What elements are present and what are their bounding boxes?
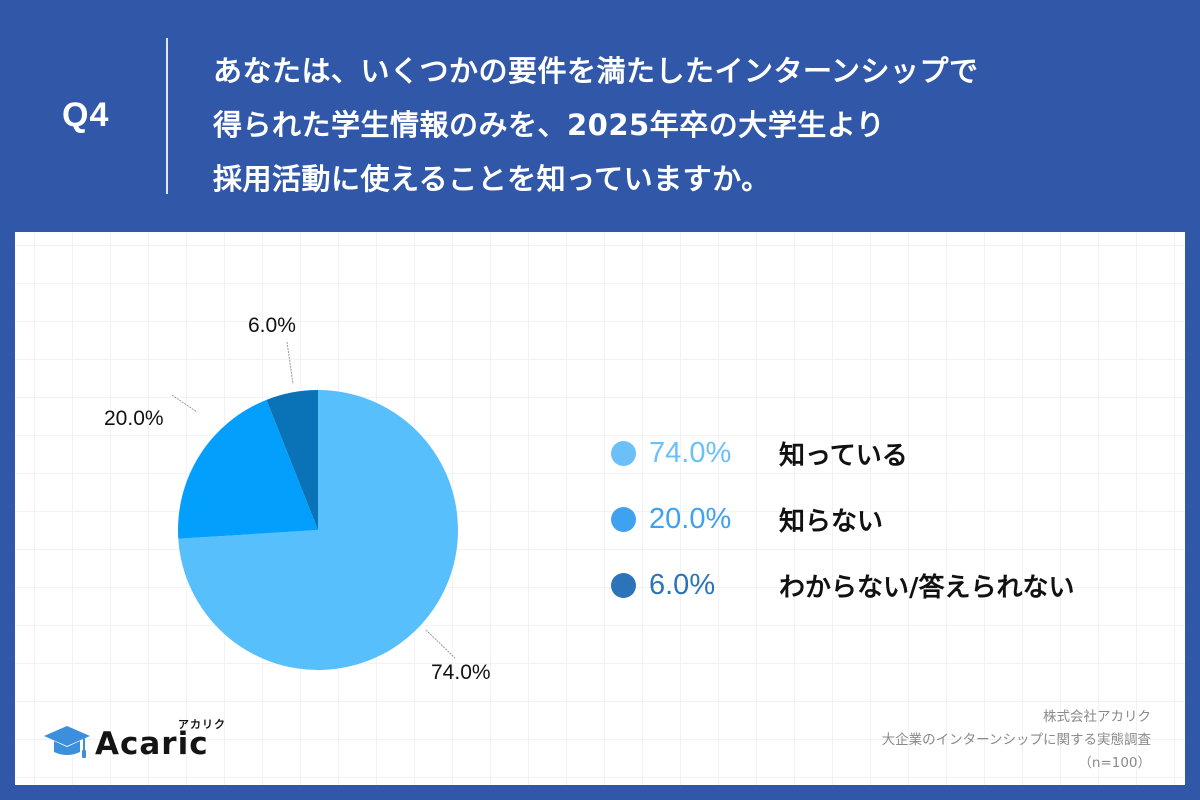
legend-dot-icon [611, 440, 636, 466]
legend-pct: 20.0% [649, 502, 732, 535]
pie-label-know: 74.0% [431, 661, 491, 684]
graduation-cap-icon [44, 726, 90, 758]
question-line: 採用活動に使えることを知っていますか。 [213, 162, 771, 196]
legend-item-know: 74.0% 知っている [611, 420, 1075, 486]
legend-label: 知っている [779, 440, 908, 471]
pie-slice-unsure [266, 390, 318, 530]
source-company: 株式会社アカリク [1043, 709, 1151, 725]
leader-line-unsure [286, 341, 294, 385]
acaric-logo: アカリク Acaric [43, 716, 233, 766]
logo-kana: アカリク [178, 718, 226, 731]
question-number: Q4 [62, 96, 110, 134]
legend-item-dont-know: 20.0% 知らない [611, 486, 1075, 552]
legend-dot-icon [611, 506, 636, 532]
pie-label-dont-know: 20.0% [104, 407, 164, 430]
legend-label: 知らない [779, 506, 884, 537]
legend-item-unsure: 6.0% わからない/答えられない [611, 552, 1075, 618]
legend-pct: 74.0% [649, 436, 732, 469]
chart-panel: 6.0% 20.0% 74.0% 74.0% 知っている 20.0% 知らない … [15, 232, 1185, 785]
source-survey: 大企業のインターンシップに関する実態調査 [881, 732, 1151, 748]
leader-line-know [425, 629, 456, 659]
legend-label: わからない/答えられない [779, 572, 1075, 603]
source-sample: （n=100） [1078, 755, 1151, 771]
legend-dot-icon [611, 572, 636, 598]
pie-slice-dont-know [178, 399, 318, 539]
question-text: あなたは、いくつかの要件を満たしたインターンシップで 得られた学生情報のみを、2… [213, 44, 1173, 206]
legend-pct: 6.0% [649, 568, 716, 601]
source-note: 株式会社アカリク 大企業のインターンシップに関する実態調査 （n=100） [882, 706, 1151, 775]
pie-label-unsure: 6.0% [248, 314, 296, 337]
question-line: あなたは、いくつかの要件を満たしたインターンシップで [213, 54, 979, 88]
question-line: 得られた学生情報のみを、2025年卒の大学生より [213, 108, 886, 142]
logo-wordmark: Acaric [95, 726, 209, 762]
pie-chart [171, 341, 459, 670]
header-divider [166, 38, 168, 194]
leader-line-dont-know [171, 394, 198, 413]
pie-slice-know [178, 390, 459, 670]
chart-legend: 74.0% 知っている 20.0% 知らない 6.0% わからない/答えられない [611, 420, 1075, 618]
header: Q4 あなたは、いくつかの要件を満たしたインターンシップで 得られた学生情報のみ… [0, 0, 1200, 232]
